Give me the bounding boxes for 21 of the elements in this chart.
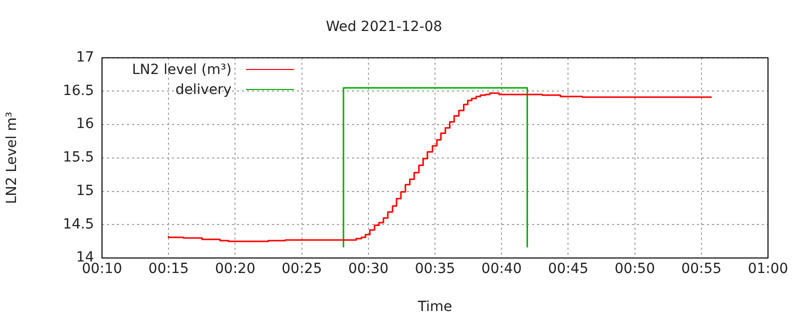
chart-title: Wed 2021-12-08 — [326, 19, 442, 36]
legend-label: LN2 level (m³) — [132, 62, 232, 78]
x-tick-label: 00:35 — [414, 261, 456, 278]
x-tick-label: 00:20 — [215, 261, 256, 278]
y-tick-label: 17 — [76, 49, 94, 66]
x-tick-label: 00:55 — [681, 261, 722, 278]
y-tick-label: 14.5 — [62, 216, 94, 232]
x-tick-label: 01:00 — [748, 261, 788, 278]
legend-label: delivery — [175, 82, 232, 98]
x-tick-label: 00:30 — [348, 261, 389, 278]
y-tick-label: 16 — [76, 116, 94, 132]
x-tick-label: 00:40 — [481, 261, 522, 278]
y-tick-label: 15 — [76, 182, 94, 199]
y-tick-label: 16.5 — [62, 82, 94, 99]
x-axis-title: Time — [416, 299, 452, 316]
y-tick-label: 15.5 — [62, 150, 94, 166]
y-axis-title: LN2 Level m³ — [4, 112, 20, 204]
x-tick-label: 00:15 — [148, 261, 189, 278]
x-tick-label: 00:25 — [282, 261, 322, 278]
x-tick-label: 00:45 — [548, 261, 588, 278]
x-tick-label: 00:50 — [614, 261, 655, 278]
